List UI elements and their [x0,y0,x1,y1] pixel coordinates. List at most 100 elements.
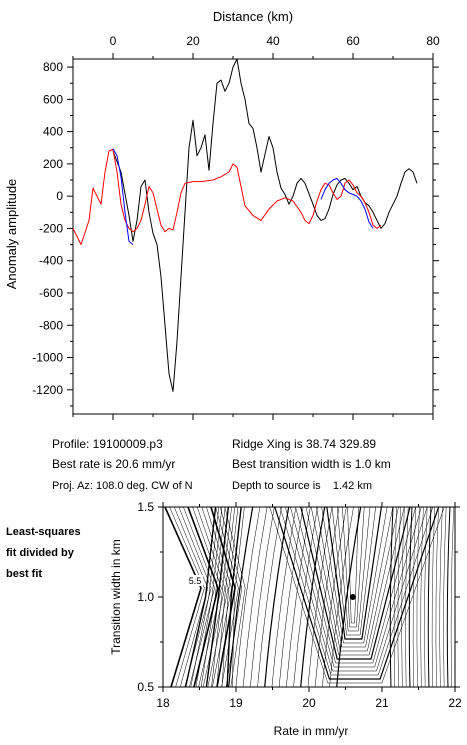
contour-y-axis-label: Transition width in km [109,539,123,655]
contour-curve [424,507,428,687]
profile-y-tick-label: -1200 [32,383,63,397]
profile-series-3-line [320,177,374,229]
contour-x-tick-label: 22 [448,696,462,710]
contour-curve [412,507,416,687]
contour-curve [439,507,443,687]
profile-y-tick-label: 400 [43,125,63,139]
contour-curve [184,507,217,687]
contour-curve [314,507,340,687]
profile-y-tick-label: -800 [39,318,63,332]
profile-y-axis-label: Anomaly amplitude [4,179,19,290]
contour-curve [342,507,365,628]
contour-curve [326,507,382,640]
profile-chart: Distance (km) Anomaly amplitude 0 20 40 60 8… [4,9,440,420]
profile-y-tick-label: -1000 [32,351,63,365]
contour-curve [221,507,239,687]
ridge-crossing: Ridge Xing is 38.74 329.89 [232,437,376,451]
contour-curve [331,507,376,636]
contour-y-tick-label: 0.5 [137,680,154,694]
contour-curve [192,507,222,687]
contour-curve [307,507,333,687]
contour-curve [462,507,465,687]
contour-x-tick-label: 18 [156,696,170,710]
profile-y-tick-label: 0 [56,189,63,203]
contour-curve [271,507,297,687]
contour-curve [278,507,304,687]
contour-curve [321,507,388,644]
contour-axis-ticks: 18 19 20 21 22 0.5 1.0 1.5 [137,500,462,710]
profile-y-tick-label: 200 [43,157,63,171]
contour-curve [269,507,445,684]
profile-y-tick-label: -600 [39,286,63,300]
fit-info: Profile: 19100009.p3 Ridge Xing is 38.74… [52,437,391,492]
contour-x-tick-label: 21 [375,696,389,710]
contour-curve [228,507,254,687]
contour-x-axis-label: Rate in mm/yr [274,724,349,738]
contour-curve [310,507,399,652]
contour-label-bg [187,575,203,586]
lsq-caption-line-2: fit divided by [6,547,75,559]
contour-curve [195,507,223,687]
profile-series [72,58,418,392]
contour-curve [420,507,424,687]
contour-curve [257,507,282,687]
contour-curve [450,507,454,687]
profile-series-2-line [112,148,134,245]
profile-plot-frame [72,58,434,415]
profile-y-tick-label: -200 [39,221,63,235]
contour-curve [235,507,261,687]
contour-curve [200,507,226,687]
best-fit-point [349,594,356,600]
contour-curve [300,507,326,687]
contour-curve [226,507,242,687]
profile-x-tick-label: 80 [426,34,440,48]
best-rate: Best rate is 20.6 mm/yr [52,457,175,471]
contour-curve [446,507,451,687]
contour-curve [169,507,205,687]
contour-curve [347,507,359,624]
contour-curve [408,507,413,687]
contour-y-tick-label: 1.5 [137,500,154,514]
contour-curve [316,507,394,648]
lsq-caption: Least-squares fit divided by best fit [6,526,81,580]
contour-curve [322,507,347,687]
profile-x-axis-label: Distance (km) [213,9,293,24]
lsq-caption-line-3: best fit [6,568,42,580]
projection-azimuth: Proj. Az: 108.0 deg. CW of N [52,480,193,492]
profile-axis-ticks: 0 20 40 60 80 800 600 400 200 0 -200 -400 -600 -800 -1… [32,34,440,420]
contour-curve [401,507,405,687]
contour-lines [164,507,465,687]
contour-curve [164,507,202,687]
profile-series-0-line [112,58,418,392]
contour-curve [232,507,245,687]
contour-curve [183,507,215,687]
contour-curve [173,507,209,687]
contour-curve [416,507,420,687]
contour-label: 5.5 [189,576,202,586]
contour-curve [242,507,268,687]
contour-curve [393,507,397,687]
contour-y-tick-label: 1.0 [137,590,154,604]
profile-series-1-line [72,148,382,246]
source-depth: Depth to source is 1.42 km [232,480,372,492]
contour-curve [405,507,409,687]
misfit-contour-chart: 18 19 20 21 22 0.5 1.0 1.5 5.5 Rate in mm/yr Tr… [109,500,465,738]
contour-curve [190,507,220,687]
contour-x-tick-label: 20 [302,696,316,710]
contour-curve [286,507,311,687]
contour-curve [336,507,362,687]
contour-curve [397,507,401,687]
profile-x-tick-label: 0 [110,34,117,48]
lsq-caption-line-1: Least-squares [6,526,81,538]
contour-curve [211,507,232,687]
contour-curve [431,507,435,687]
contour-curve [389,507,394,687]
contour-curve [305,507,405,656]
contour-curve [215,507,239,687]
contour-curve [205,507,230,687]
contour-curve [216,507,236,687]
profile-x-tick-label: 60 [346,34,360,48]
contour-curve [264,507,290,687]
contour-curve [336,507,371,632]
contour-curve [427,507,432,687]
